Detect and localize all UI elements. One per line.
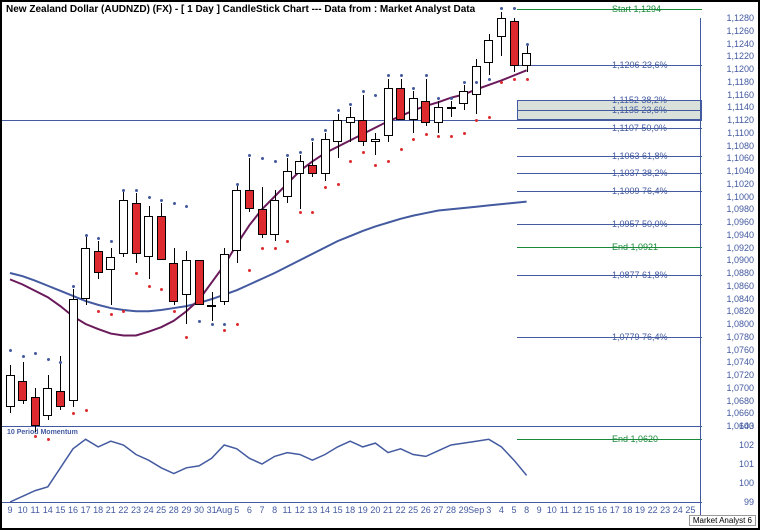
candle (195, 260, 204, 305)
candle (270, 200, 279, 235)
watermark: Market Analyst 6 (689, 515, 756, 526)
candle (157, 216, 166, 261)
chart-area[interactable]: 10 Period Momentum 910111415161718212223… (2, 18, 702, 516)
fib-line (517, 247, 702, 248)
candle (308, 165, 317, 175)
fib-label: 1,0779 76,4% (612, 332, 668, 342)
candle (283, 171, 292, 197)
candle (106, 257, 115, 270)
candle (258, 209, 267, 235)
candle (94, 251, 103, 273)
candle (459, 91, 468, 104)
candle (6, 375, 15, 407)
candle (182, 260, 191, 295)
candle (333, 120, 342, 142)
candle (132, 203, 141, 254)
candle (421, 101, 430, 123)
candle (484, 40, 493, 62)
price-chart (2, 18, 702, 426)
candle (69, 299, 78, 401)
candle (396, 88, 405, 120)
candle (295, 161, 304, 174)
candle (497, 18, 506, 37)
candle (220, 254, 229, 302)
fib-label: End 1,0921 (612, 242, 658, 252)
momentum-chart (2, 426, 702, 502)
fib-line (517, 173, 702, 174)
fib-line (517, 337, 702, 338)
y-axis: 1,06401,06601,06801,07001,07201,07401,07… (700, 18, 758, 516)
fib-line (517, 275, 702, 276)
candle (371, 139, 380, 142)
fib-line (517, 9, 702, 10)
x-axis: 910111415161718212223242528293031Aug5678… (2, 502, 702, 516)
fib-line (517, 439, 702, 440)
fib-line (517, 100, 702, 101)
candle (43, 388, 52, 417)
fib-label: 1,1063 61,8% (612, 151, 668, 161)
candle (358, 120, 367, 142)
fib-label: 1,1135 23,6% (612, 105, 667, 115)
candle (409, 98, 418, 120)
fib-label: 1,0957 50,0% (612, 219, 668, 229)
candle (119, 200, 128, 254)
candle (144, 216, 153, 257)
candle (169, 263, 178, 301)
fib-line (517, 110, 702, 111)
fib-label: 1,1037 38,2% (612, 168, 668, 178)
fib-label: Start 1,1294 (612, 4, 661, 14)
fib-line (517, 224, 702, 225)
candle (232, 190, 241, 251)
candle (510, 21, 519, 66)
candle (245, 190, 254, 209)
candle (447, 107, 456, 109)
candle (346, 117, 355, 123)
candle (384, 88, 393, 136)
fib-label: 1,0877 61,8% (612, 270, 668, 280)
candle (207, 305, 216, 307)
fib-label: 1,1107 50,0% (612, 123, 667, 133)
candle (522, 53, 531, 66)
candle (31, 397, 40, 426)
chart-container: New Zealand Dollar (AUDNZD) (FX) - [ 1 D… (0, 0, 760, 530)
candle (321, 139, 330, 174)
fib-label: 1,1206 23,6% (612, 60, 668, 70)
candle (81, 248, 90, 299)
fib-label: End 1,0620 (612, 434, 658, 444)
fib-label: 1,1152 38,2% (612, 95, 667, 105)
fib-line (517, 65, 702, 66)
candle (56, 391, 65, 407)
fib-line (517, 191, 702, 192)
fib-line (517, 156, 702, 157)
fib-line (517, 128, 702, 129)
fib-label: 1,1009 76,4% (612, 186, 668, 196)
candle (18, 381, 27, 400)
candle (434, 107, 443, 123)
